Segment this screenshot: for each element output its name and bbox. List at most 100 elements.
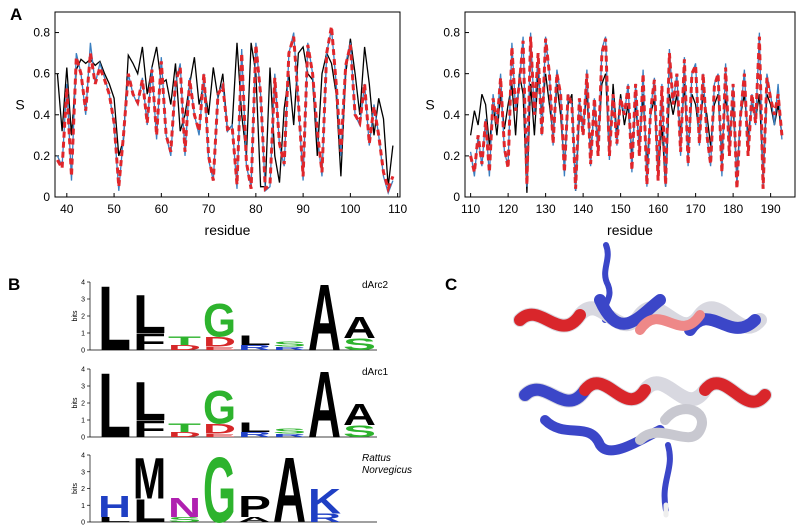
logo-letter: A [308, 265, 341, 371]
x-axis-label: residue [607, 222, 653, 238]
logo-name: dArc2 [362, 280, 389, 291]
logo-letter: L [238, 419, 271, 435]
y-tick-label: 0 [81, 435, 85, 442]
y-axis-label: S [15, 97, 24, 113]
x-tick-label: 70 [202, 202, 216, 216]
logo-letter: P [238, 490, 271, 524]
plot-frame [464, 11, 796, 198]
logo-letter: K [308, 482, 341, 521]
x-tick-label: 90 [296, 202, 310, 216]
logo-letter: M [133, 447, 166, 512]
x-tick-label: 110 [388, 202, 407, 216]
y-tick-label: 0.6 [33, 67, 50, 81]
logo-letter: R [273, 433, 306, 438]
x-tick-label: 130 [536, 202, 556, 216]
y-tick-label: 0.2 [33, 149, 50, 163]
x-tick-label: 110 [461, 202, 480, 216]
y-tick-label: 3 [81, 469, 85, 476]
y-tick-label: 0.2 [443, 149, 460, 163]
y-axis-label: bits [72, 310, 79, 321]
logo-letter: G [203, 294, 236, 347]
logo-letter: A [308, 352, 341, 458]
logo-name: dArc1 [362, 367, 389, 378]
x-tick-label: 140 [573, 202, 593, 216]
logo-letter: S [168, 516, 201, 524]
logo-letter: A [343, 397, 376, 431]
y-tick-label: 4 [81, 367, 85, 374]
logo-letter: L [133, 284, 166, 345]
x-tick-label: 40 [60, 202, 74, 216]
logo-letter: G [203, 381, 236, 434]
y-tick-label: 0.4 [443, 108, 460, 122]
panel-label: C [445, 275, 457, 294]
panel-label: A [10, 5, 22, 24]
logo-letter: L [98, 355, 131, 458]
logo-letter: L [98, 516, 131, 524]
y-tick-label: 0.8 [33, 26, 50, 40]
y-tick-label: 0 [81, 520, 85, 525]
y-tick-label: 1 [81, 503, 85, 510]
x-tick-label: 60 [155, 202, 169, 216]
y-tick-label: 1 [81, 418, 85, 425]
x-tick-label: 100 [340, 202, 360, 216]
panel-label: B [8, 275, 20, 294]
y-tick-label: 2 [81, 314, 85, 321]
y-axis-label: S [425, 97, 434, 113]
y-tick-label: 4 [81, 280, 85, 287]
logo-letter: L [238, 332, 271, 348]
y-tick-label: 0 [43, 190, 50, 204]
series-line [469, 36, 784, 189]
logo-letter: S [343, 422, 376, 440]
logo-letter: A [343, 310, 376, 344]
logo-letter: R [273, 346, 306, 351]
logo-letter: D [203, 334, 236, 350]
plot-frame [54, 11, 401, 198]
y-tick-label: 4 [81, 453, 85, 460]
y-tick-label: 3 [81, 297, 85, 304]
y-tick-label: 0 [453, 190, 460, 204]
logo-letter: T [168, 334, 201, 347]
logo-letter: A [238, 516, 271, 524]
logo-letter: F [133, 329, 166, 355]
logo-letter: R [238, 431, 271, 439]
logo-letter: D [168, 431, 201, 439]
logo-letter: D [203, 421, 236, 437]
logo-letter: N [168, 492, 201, 523]
logo-letter: S [273, 340, 306, 348]
y-tick-label: 0.8 [443, 26, 460, 40]
logo-letter: L [133, 371, 166, 432]
y-axis-label: bits [72, 483, 79, 494]
series-line [56, 26, 395, 194]
logo-letter: R [308, 512, 341, 525]
x-tick-label: 120 [498, 202, 518, 216]
x-tick-label: 170 [686, 202, 706, 216]
y-tick-label: 1 [81, 331, 85, 338]
y-tick-label: 2 [81, 486, 85, 493]
series-line [469, 73, 783, 193]
logo-letter: R [238, 344, 271, 352]
y-tick-label: 2 [81, 401, 85, 408]
logo-name: Rattus Norvegicus [362, 453, 413, 476]
y-axis-label: bits [72, 397, 79, 408]
logo-letter: S [343, 335, 376, 353]
logo-letter: S [273, 427, 306, 435]
logo-letter: F [133, 416, 166, 442]
x-axis-label: residue [205, 222, 251, 238]
y-tick-label: 3 [81, 384, 85, 391]
x-tick-label: 190 [761, 202, 781, 216]
y-tick-label: 0 [81, 348, 85, 355]
x-tick-label: 80 [249, 202, 263, 216]
logo-letter: E [203, 433, 236, 438]
logo-letter: E [203, 346, 236, 351]
logo-letter: G [203, 439, 236, 525]
x-tick-label: 160 [648, 202, 668, 216]
y-tick-label: 0.4 [33, 108, 50, 122]
logo-letter: L [98, 268, 131, 371]
x-tick-label: 50 [107, 202, 121, 216]
y-tick-label: 0.6 [443, 67, 460, 81]
